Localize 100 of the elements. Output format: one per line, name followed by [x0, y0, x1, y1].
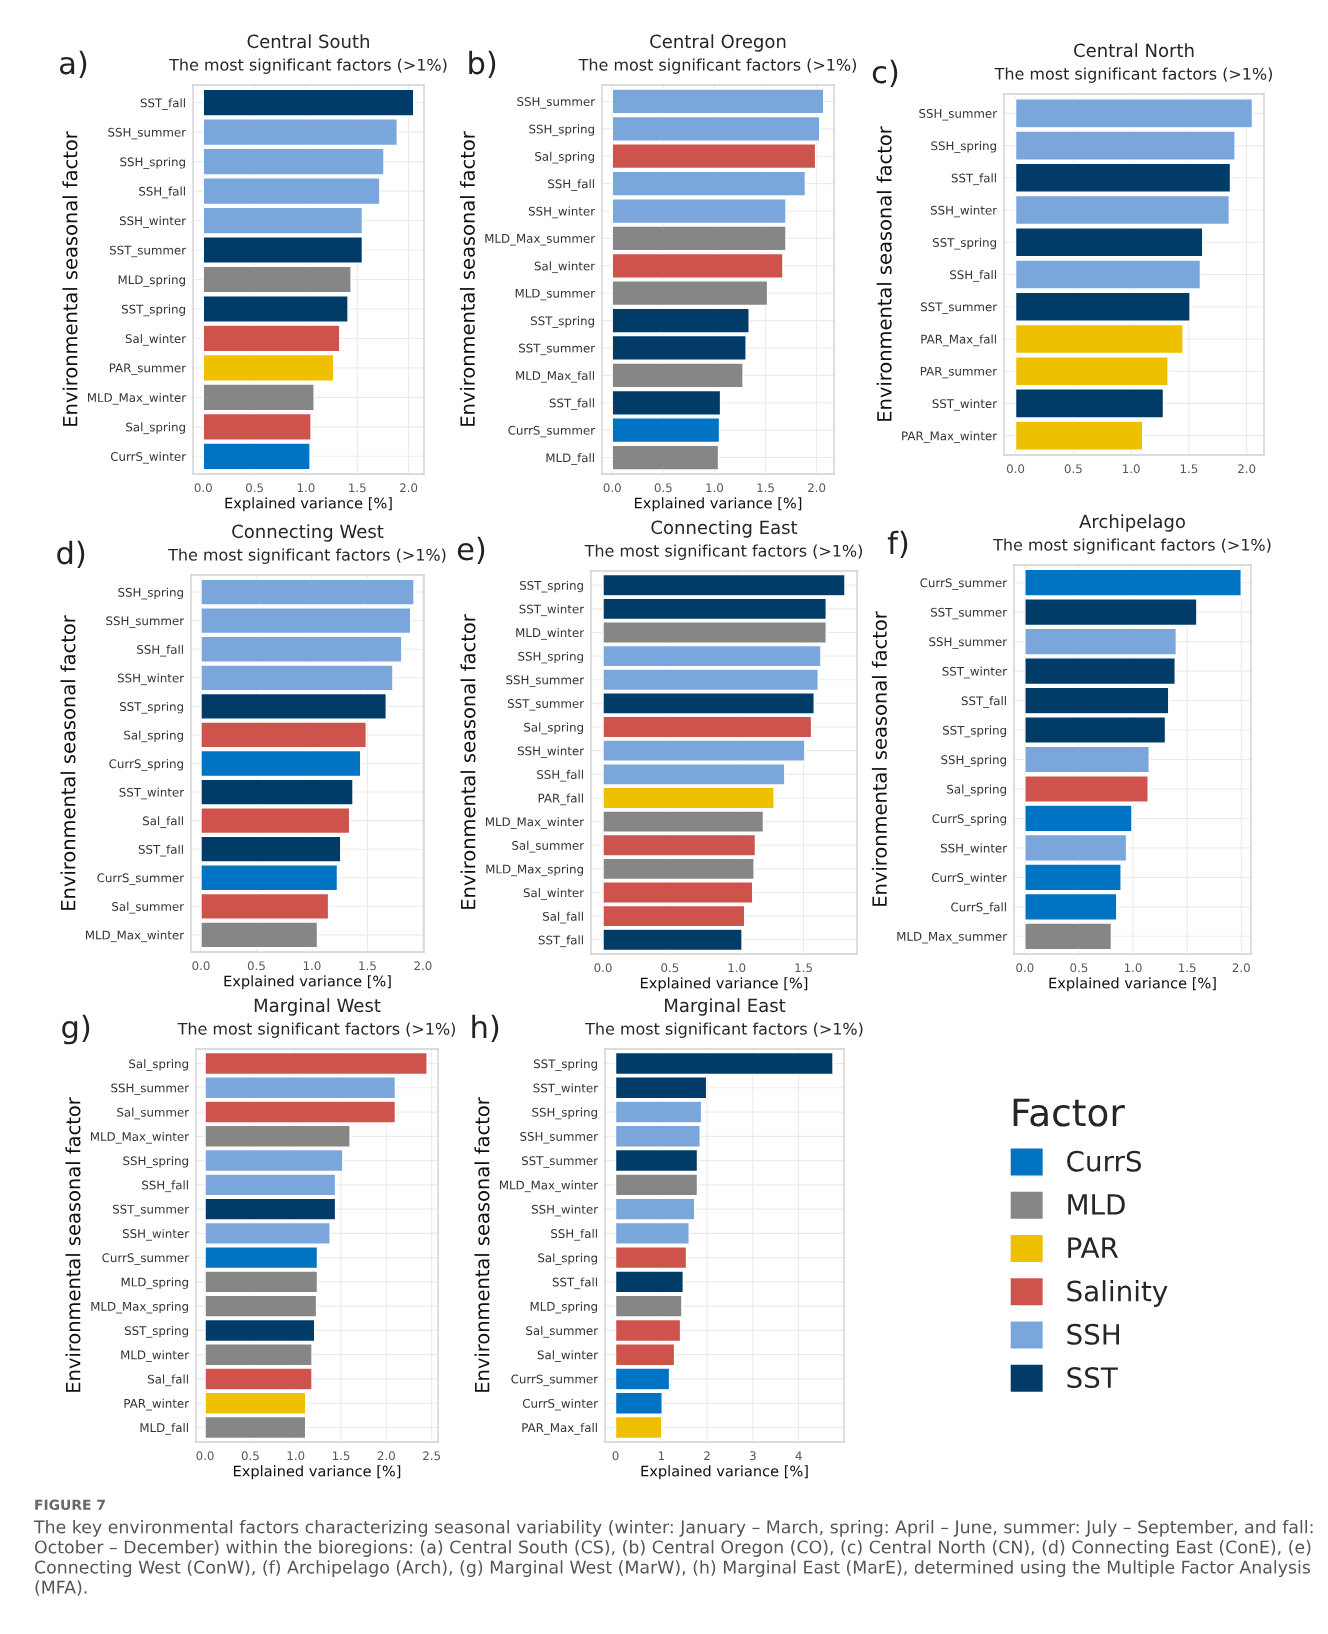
y-tick-label: SST_fall	[951, 173, 996, 186]
bar	[1024, 745, 1150, 774]
y-tick-label: PAR_fall	[538, 793, 583, 806]
y-tick-label: Sal_summer	[512, 840, 585, 853]
x-tick-label: 1.5	[349, 483, 366, 493]
x-axis-title: Explained variance [%]	[634, 497, 802, 512]
chart-subtitle: The most significant factors (>1%)	[994, 67, 1272, 83]
y-tick-label: MLD_winter	[121, 1350, 190, 1362]
y-tick-label: SSH_fall	[950, 270, 996, 282]
y-tick-label: MLD_spring	[530, 1301, 597, 1314]
y-tick-label: SST_fall	[138, 844, 183, 857]
y-tick-label: SSH_winter	[528, 206, 596, 219]
y-tick-label: SSH_summer	[929, 637, 1008, 649]
y-tick-label: Sal_fall	[542, 911, 583, 924]
y-tick-label: CurrS_spring	[109, 759, 183, 771]
y-tick-label: SSH_summer	[111, 1083, 190, 1095]
x-tick-label: 2.0	[1232, 963, 1250, 973]
y-tick-label: MLD_Max_spring	[486, 864, 583, 877]
y-tick-label: SSH_winter	[517, 746, 585, 758]
y-tick-label: SSH_spring	[120, 157, 185, 169]
y-tick-label: MLD_Max_fall	[516, 370, 594, 383]
x-tick-label: 0.0	[603, 483, 621, 493]
y-tick-label: SSH_summer	[106, 616, 185, 628]
bar	[1014, 227, 1204, 258]
y-tick-label: Sal_spring	[126, 422, 185, 435]
y-tick-label: SST_spring	[124, 1325, 188, 1338]
y-tick-label: SST_spring	[932, 237, 996, 250]
x-tick-label: 0.5	[661, 963, 679, 973]
y-tick-label: MLD_spring	[121, 1277, 188, 1290]
x-tick-label: 1.5	[359, 961, 376, 971]
y-tick-label: MLD_summer	[515, 288, 596, 301]
y-tick-label: SST_spring	[942, 725, 1006, 738]
chart-subtitle: The most significant factors (>1%)	[584, 544, 862, 560]
y-axis-title: Environmental seasonal factor	[460, 614, 476, 909]
y-tick-label: SSH_spring	[118, 587, 183, 600]
x-tick-label: 0.0	[1016, 963, 1034, 973]
x-tick-label: 3	[750, 1451, 756, 1461]
x-tick-label: 1.0	[1123, 464, 1140, 474]
x-tick-label: 1	[658, 1451, 664, 1460]
y-tick-label: Sal_fall	[142, 816, 183, 828]
x-tick-label: 2.0	[400, 483, 418, 493]
chart-title: Connecting East	[651, 520, 798, 538]
chart-subtitle: The most significant factors (>1%)	[168, 548, 446, 564]
y-tick-label: SSH_winter	[119, 216, 187, 228]
y-tick-label: SSH_spring	[941, 755, 1006, 767]
y-axis-title: Environmental seasonal factor	[876, 126, 892, 421]
x-axis-title: Explained variance [%]	[640, 977, 808, 992]
y-axis-title: Environmental seasonal factor	[62, 131, 78, 426]
x-tick-label: 4	[795, 1451, 802, 1460]
text: d)	[57, 540, 85, 569]
text: c)	[872, 59, 898, 88]
x-tick-label: 1.5	[1180, 464, 1198, 474]
chart-subtitle: The most significant factors (>1%)	[585, 1022, 863, 1038]
x-tick-label: 1.5	[332, 1451, 350, 1461]
legend-label: MLD	[1068, 1194, 1125, 1215]
x-tick-label: 0.0	[196, 1451, 214, 1461]
legend-label: SSH	[1067, 1323, 1119, 1345]
y-tick-label: CurrS_winter	[110, 451, 187, 464]
chart-subtitle: The most significant factors (>1%)	[169, 58, 447, 74]
y-tick-label: SSH_fall	[137, 644, 183, 657]
y-tick-label: SSH_summer	[506, 675, 585, 687]
bar	[1014, 194, 1231, 226]
y-tick-label: SST_winter	[519, 604, 585, 617]
x-tick-label: 2.0	[808, 483, 826, 493]
text: f)	[887, 530, 908, 559]
x-tick-label: 1.0	[287, 1451, 305, 1461]
y-tick-label: CurrS_winter	[931, 872, 1008, 885]
x-tick-label: 0.0	[194, 483, 212, 493]
y-tick-label: Sal_spring	[524, 722, 583, 735]
x-tick-label: 1.0	[1124, 963, 1142, 973]
y-tick-label: Sal_summer	[117, 1107, 190, 1120]
y-tick-label: SST_fall	[961, 696, 1006, 708]
bar	[611, 88, 825, 115]
chart-title: Connecting West	[232, 524, 384, 542]
y-tick-label: CurrS_summer	[508, 425, 596, 438]
y-tick-label: SST_spring	[519, 580, 583, 593]
y-tick-label: SSH_summer	[108, 127, 187, 140]
text: b)	[469, 50, 496, 79]
y-tick-label: CurrS_summer	[97, 873, 185, 885]
y-axis-title: Environmental seasonal factor	[474, 1097, 490, 1392]
y-tick-label: MLD_Max_winter	[499, 1180, 599, 1193]
y-tick-label: PAR_Max_fall	[921, 334, 996, 347]
bar	[1014, 291, 1191, 322]
chart-title: Central Oregon	[650, 34, 786, 52]
x-tick-label: 0.5	[1070, 963, 1088, 973]
x-tick-label: 2.5	[423, 1451, 441, 1461]
y-tick-label: SSH_spring	[529, 124, 594, 137]
y-tick-label: SST_summer	[518, 343, 596, 356]
x-tick-label: 1.0	[297, 483, 315, 493]
y-tick-label: SST_summer	[507, 699, 585, 711]
y-tick-label: SSH_fall	[537, 769, 583, 782]
caption: FIGURE 7	[35, 1499, 105, 1511]
x-tick-label: 2.0	[377, 1451, 395, 1461]
x-tick-label: 0.0	[1006, 464, 1025, 474]
x-tick-label: 1.0	[728, 963, 746, 973]
y-tick-label: SSH_winter	[122, 1228, 190, 1241]
y-tick-label: SSH_fall	[548, 179, 594, 191]
x-tick-label: 0.5	[654, 483, 672, 493]
text: g)	[62, 1014, 90, 1045]
y-tick-label: SSH_winter	[531, 1204, 599, 1217]
